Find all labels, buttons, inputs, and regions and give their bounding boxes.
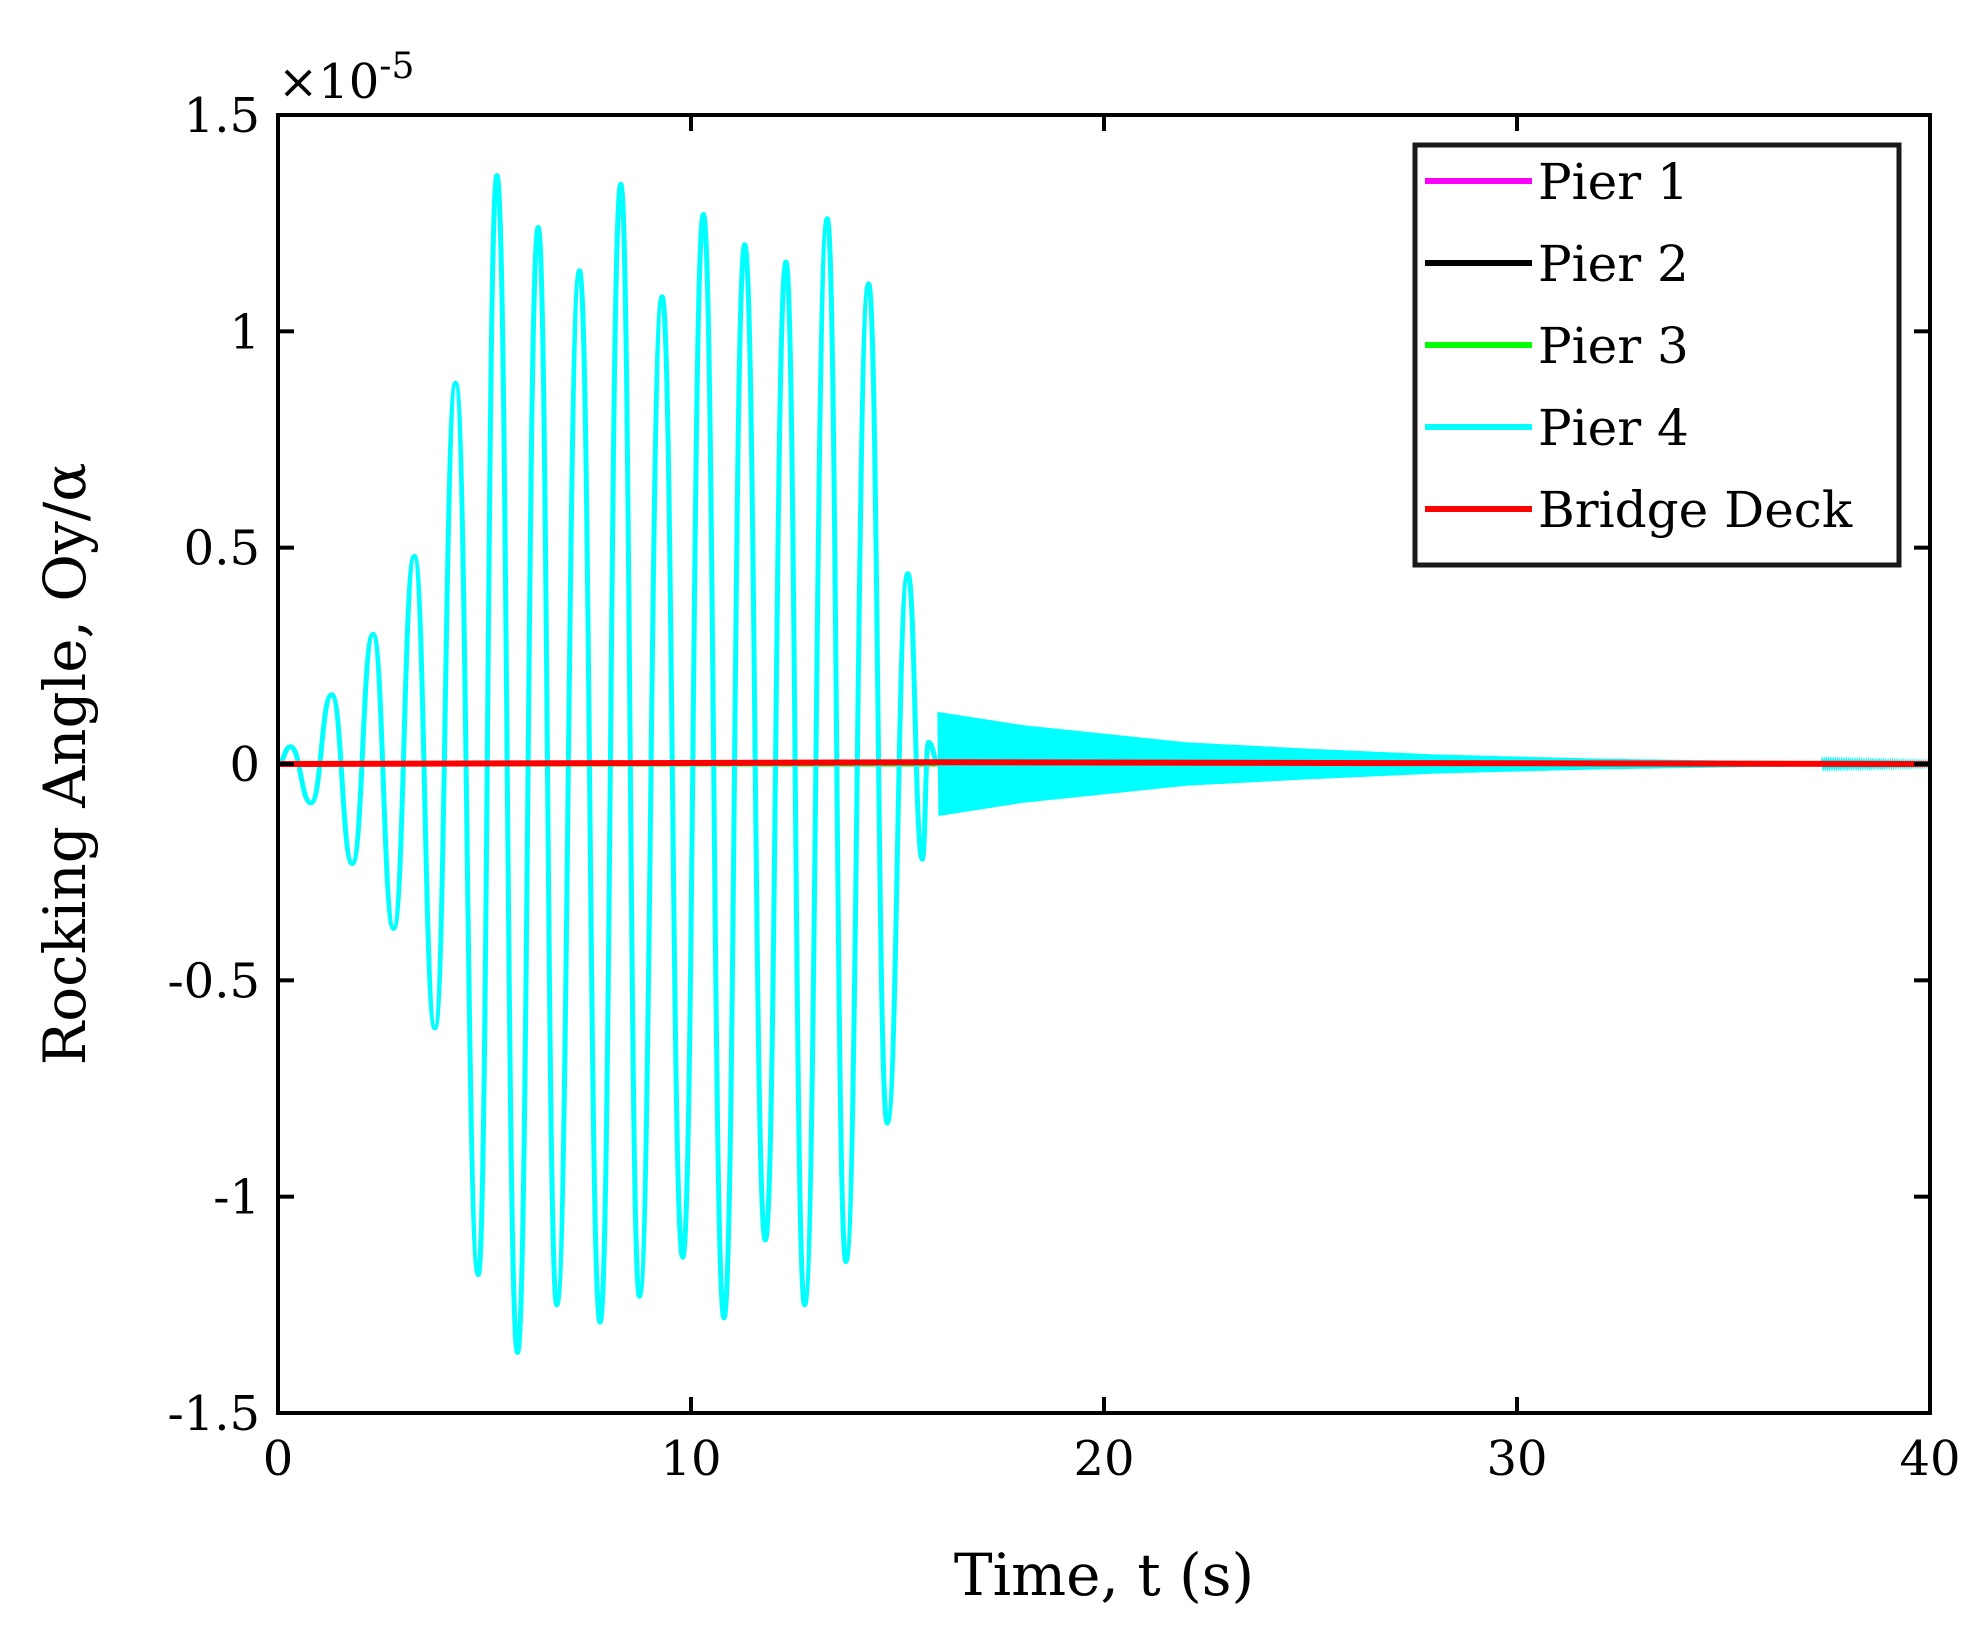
y-tick-label: -1.5 [167, 1386, 260, 1442]
legend-label-bridge-deck: Bridge Deck [1538, 481, 1853, 539]
y-tick-label: 0 [229, 737, 260, 793]
y-tick-label: -1 [213, 1170, 260, 1226]
ticks-layer: 0 10 20 30 40 -1.5 -1 -0.5 0 0.5 1 1.5 [167, 88, 1960, 1487]
legend-box [1412, 142, 1902, 568]
legend-label-pier-3: Pier 3 [1538, 317, 1689, 375]
y-tick-label: 0.5 [184, 521, 260, 577]
y-tick-label: -0.5 [167, 953, 260, 1009]
x-tick-label: 20 [1073, 1431, 1134, 1487]
series-line-pier-4 [278, 173, 940, 1355]
y-tick-label: 1.5 [184, 88, 260, 144]
series-line-bridge-deck [278, 759, 1930, 767]
y-scale-factor-label: ×10-5 [278, 46, 414, 110]
series-layer [278, 173, 1930, 1355]
legend: Pier 1 Pier 2 Pier 3 Pier 4 Bridge Deck [1412, 142, 1902, 568]
plot-frame [276, 113, 1932, 1415]
legend-label-pier-2: Pier 2 [1538, 235, 1689, 293]
x-tick-label: 40 [1899, 1431, 1960, 1487]
x-tick-label: 0 [263, 1431, 294, 1487]
legend-label-pier-1: Pier 1 [1538, 153, 1689, 211]
x-axis-title: Time, t (s) [954, 1541, 1254, 1609]
series-bridge-deck [278, 759, 1930, 767]
legend-label-pier-4: Pier 4 [1538, 399, 1689, 457]
y-tick-label: 1 [229, 304, 260, 360]
x-tick-label: 30 [1486, 1431, 1547, 1487]
y-axis-title: Rocking Angle, Oy/α [31, 463, 99, 1066]
x-tick-label: 10 [660, 1431, 721, 1487]
